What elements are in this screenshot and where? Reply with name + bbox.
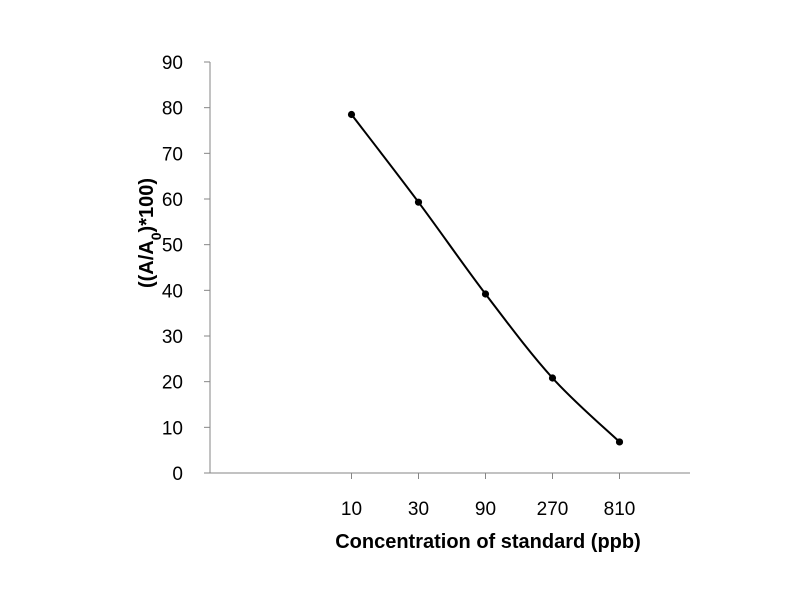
y-tick-label: 70 (162, 144, 183, 165)
data-point (347, 110, 356, 119)
y-ticks: 0 10 20 30 40 50 60 70 80 90 (162, 53, 210, 485)
plot-area (347, 110, 624, 446)
x-tick-label: 810 (604, 499, 636, 520)
y-tick-label: 40 (162, 281, 183, 302)
y-axis-title-subscript: 0 (148, 232, 164, 240)
series-line (350, 113, 621, 443)
x-ticks: 10 30 90 270 810 (341, 473, 635, 520)
x-tick-label: 270 (537, 499, 569, 520)
y-tick-label: 80 (162, 99, 183, 120)
y-tick-label: 20 (162, 373, 183, 394)
y-tick-label: 30 (162, 327, 183, 348)
y-tick-label: 90 (162, 53, 183, 74)
axes (209, 62, 690, 474)
data-point (414, 198, 423, 206)
x-axis-title: Concentration of standard (ppb) (335, 531, 641, 553)
y-tick-label: 50 (162, 236, 183, 257)
x-tick-label: 90 (475, 499, 496, 520)
y-tick-label: 60 (162, 190, 183, 211)
data-point (548, 374, 557, 382)
y-tick-label: 0 (172, 464, 183, 485)
y-axis-title-prefix: ((A/A (136, 240, 158, 288)
y-tick-label: 10 (162, 418, 183, 439)
x-tick-label: 30 (408, 499, 429, 520)
data-point (615, 438, 624, 446)
y-axis-title-suffix: )*100) (136, 178, 158, 232)
x-tick-label: 10 (341, 499, 362, 520)
data-point (481, 290, 490, 298)
y-axis-title: ((A/A0)*100) (136, 178, 164, 288)
